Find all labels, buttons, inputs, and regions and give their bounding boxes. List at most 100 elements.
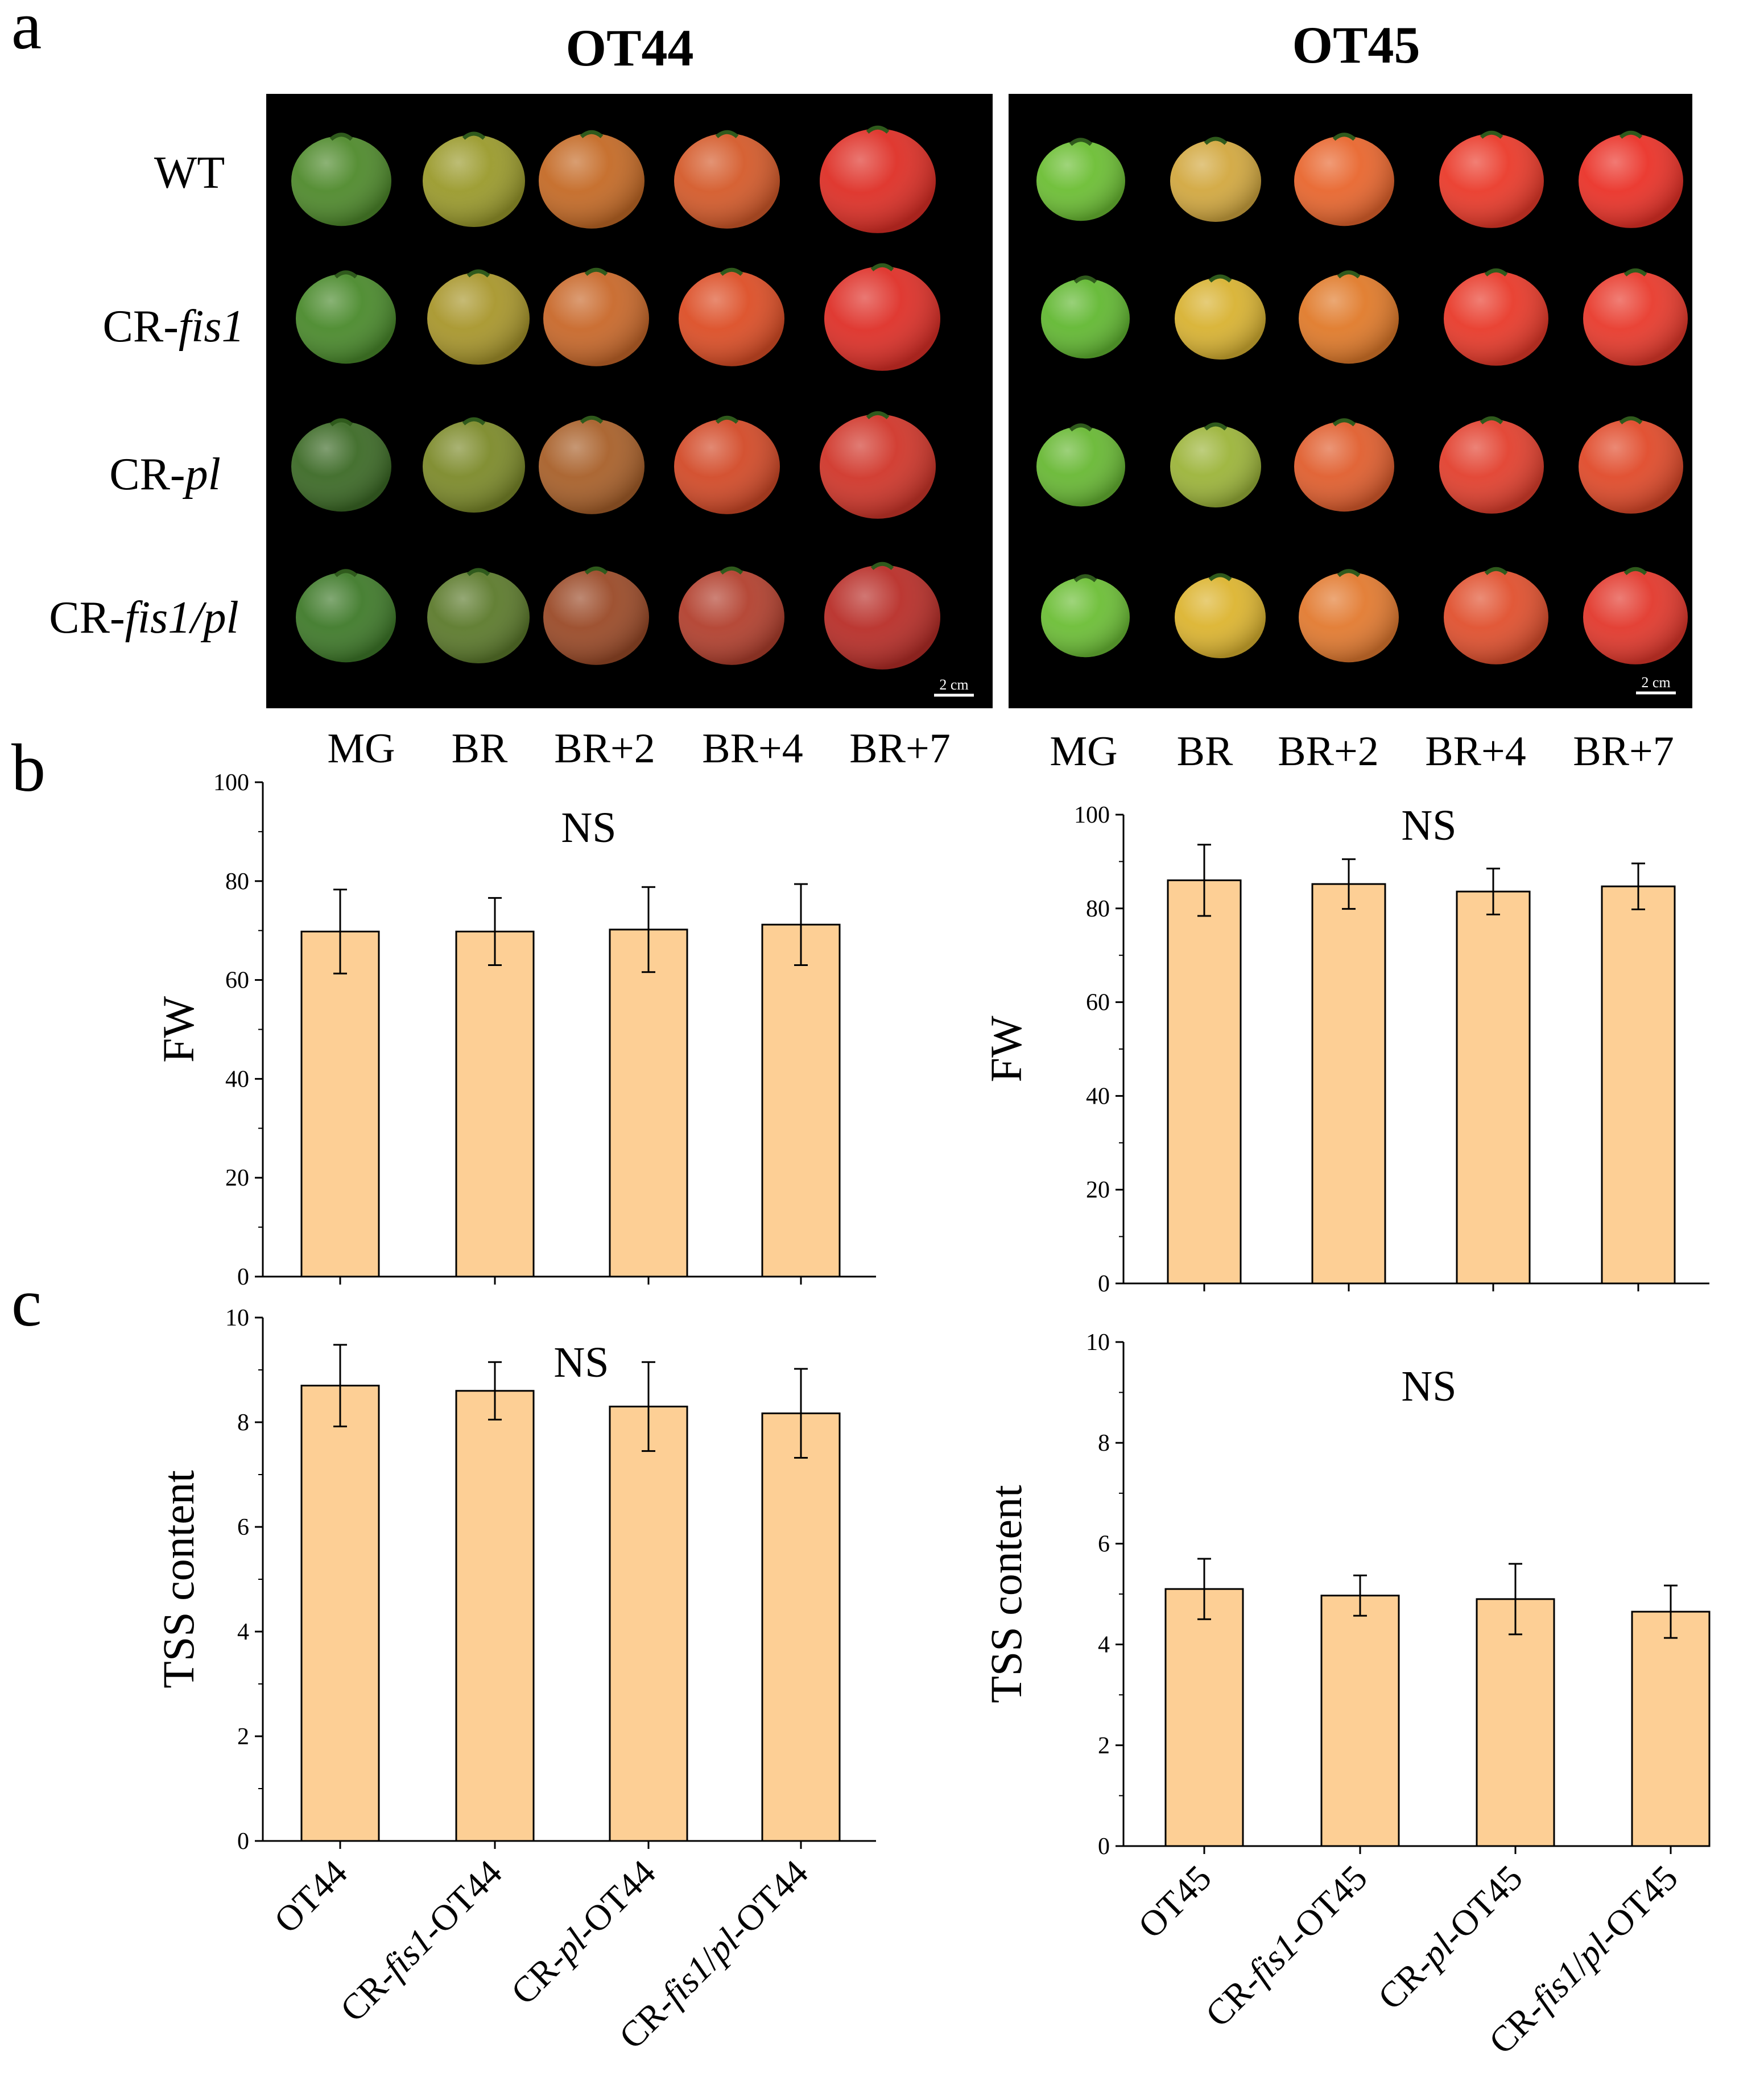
y-tick-label: 80 <box>225 869 249 895</box>
significance-annotation: NS <box>553 1339 609 1386</box>
row-label-part: CR- <box>49 593 125 643</box>
y-axis-label: FW <box>154 996 203 1063</box>
x-tick-label: OT44 <box>266 1852 355 1941</box>
y-tick-label: 8 <box>1098 1430 1110 1456</box>
tomato-fruit <box>1579 416 1683 514</box>
stage-label: BR+7 <box>849 725 950 772</box>
y-tick-label: 10 <box>225 1305 249 1331</box>
x-tick-label: CR-pl-OT45 <box>1370 1857 1530 2017</box>
bar-chart-c-right: 0 2 4 6 8 10 TSS content NS OT45CR-fis1-OT45CR-p… <box>981 1330 1711 2062</box>
bar <box>1601 885 1676 1285</box>
stage-label: MG <box>327 725 395 772</box>
row-label: CR-pl <box>109 449 221 499</box>
x-tick-label-part: -OT44 <box>718 1852 816 1950</box>
tomato-fruit <box>1294 133 1394 226</box>
error-bar <box>1486 868 1500 916</box>
tomato-fruit <box>1444 567 1548 664</box>
stage-label: BR+7 <box>1573 728 1674 775</box>
error-bar <box>642 886 655 973</box>
bar <box>761 923 841 1278</box>
y-axis-label: TSS content <box>981 1485 1031 1703</box>
stage-label: BR+4 <box>702 725 803 772</box>
tomato-fruit <box>1041 275 1130 359</box>
tomato-fruit <box>543 267 649 366</box>
tomato-fruit <box>1299 270 1399 364</box>
y-tick-label: 100 <box>213 770 249 796</box>
scale-bar-label-ot44: 2 cm <box>939 676 968 693</box>
row-label-part: pl <box>183 449 221 499</box>
bar <box>300 930 380 1278</box>
row-label: CR-fis1 <box>103 302 245 352</box>
tomato-fruit <box>539 130 645 229</box>
tomato-fruit <box>1294 418 1394 512</box>
tomato-fruit <box>1583 567 1688 664</box>
y-tick-label: 0 <box>237 1264 249 1290</box>
tomato-fruit <box>291 418 391 512</box>
row-label: CR-fis1/pl <box>49 593 238 643</box>
tomato-fruit <box>820 125 936 233</box>
error-bar <box>1664 1584 1678 1639</box>
y-tick-label: 4 <box>237 1619 249 1645</box>
row-label: WT <box>154 148 225 198</box>
tomato-fruit <box>1583 268 1688 366</box>
stage-label: BR+2 <box>554 725 655 772</box>
tomato-fruit <box>543 566 649 665</box>
tomato-fruit <box>1036 138 1125 221</box>
tomato-fruit <box>1579 130 1683 228</box>
tomato-fruit <box>1036 423 1125 507</box>
x-tick-label: CR-fis1-OT45 <box>1197 1857 1375 2035</box>
row-label-part: fis1 <box>179 302 245 352</box>
error-bar <box>1509 1563 1522 1636</box>
y-tick-label: 20 <box>225 1165 249 1191</box>
bar <box>300 1385 380 1842</box>
error-bar <box>794 1368 808 1459</box>
tomato-fruit <box>1439 416 1544 514</box>
tomato-fruit <box>679 566 784 665</box>
tomato-fruit <box>820 411 936 519</box>
error-bar <box>1353 1574 1367 1617</box>
row-label-part: WT <box>154 148 225 198</box>
panel-letter-c: c <box>11 1265 42 1340</box>
bar <box>1456 890 1531 1285</box>
x-tick-label-part: OT44 <box>266 1852 355 1941</box>
bar-chart-b-right: 0 20 40 60 80 100 FW NS <box>981 802 1709 1297</box>
error-bar <box>794 883 808 967</box>
stage-label: BR+4 <box>1425 728 1526 775</box>
y-tick-label: 60 <box>1086 990 1110 1016</box>
row-label-part: fis1/pl <box>125 593 239 643</box>
scale-bar-label-ot45: 2 cm <box>1641 674 1670 691</box>
tomato-fruit <box>1170 137 1261 222</box>
stage-label: BR <box>1177 728 1233 775</box>
error-bar <box>333 889 347 975</box>
tomato-fruit <box>296 569 396 663</box>
y-tick-label: 2 <box>1098 1733 1110 1759</box>
panel-letter-a: a <box>11 0 42 63</box>
fruit-photo-panel: OT44 OT45 2 cm 2 cm WTCR-fis1CR-plCR-fis… <box>49 16 1692 775</box>
y-tick-label: 20 <box>1086 1177 1110 1203</box>
bar <box>761 1412 841 1842</box>
stage-label: BR <box>452 725 508 772</box>
error-bar <box>1631 862 1645 910</box>
x-tick-label-part: -OT44 <box>412 1852 510 1950</box>
y-tick-label: 6 <box>237 1514 249 1541</box>
bar <box>1631 1611 1711 1847</box>
significance-annotation: NS <box>1401 802 1456 849</box>
y-tick-label: 60 <box>225 968 249 994</box>
error-bar <box>1197 844 1211 917</box>
tomato-fruit <box>1175 573 1266 658</box>
y-tick-label: 4 <box>1098 1632 1110 1658</box>
photo-title-ot45: OT45 <box>1292 16 1420 74</box>
stage-label: MG <box>1050 728 1117 775</box>
bar <box>1311 883 1386 1285</box>
bar <box>1167 879 1242 1285</box>
bar-chart-c-left: 0 2 4 6 8 10 TSS content NS OT44CR-fis1-OT44CR-p… <box>154 1305 876 2057</box>
tomato-fruit <box>539 415 645 514</box>
tomato-fruit <box>1444 268 1548 366</box>
y-tick-label: 100 <box>1074 802 1110 828</box>
y-tick-label: 40 <box>225 1066 249 1092</box>
tomato-fruit <box>1041 574 1130 658</box>
tomato-fruit <box>824 263 940 371</box>
x-tick-label: CR-fis1-OT44 <box>332 1852 510 2030</box>
x-tick-label-part: -OT45 <box>1433 1857 1530 1955</box>
